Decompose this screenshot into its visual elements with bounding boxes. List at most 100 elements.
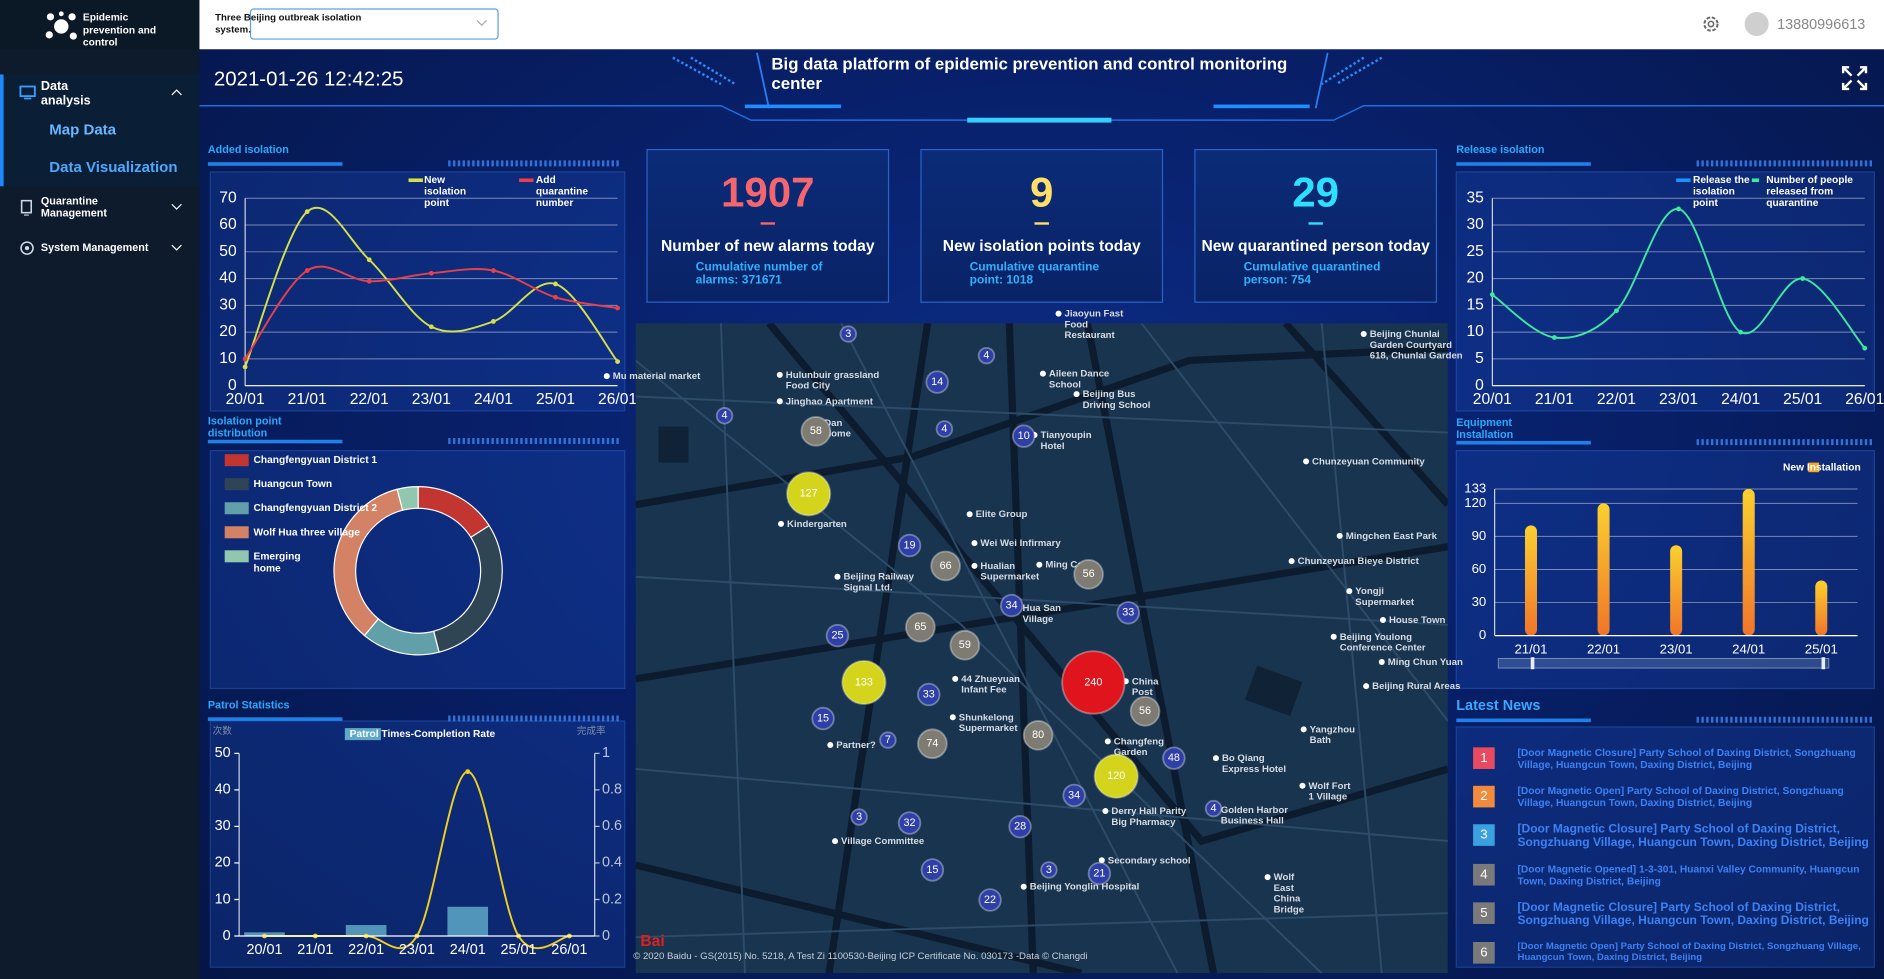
map[interactable] xyxy=(635,323,1448,974)
news-item[interactable]: 4 [Door Magnetic Opened] 1-3-301, Huanxi … xyxy=(1473,863,1870,899)
cluster xyxy=(1040,861,1058,879)
news-number: 2 xyxy=(1473,785,1495,808)
y2-tick-label: 0 xyxy=(602,928,610,944)
x-tick-label: 22/01 xyxy=(1587,642,1620,657)
cluster xyxy=(839,325,857,343)
x-tick-label: 25/01 xyxy=(1783,391,1822,408)
settings-icon[interactable] xyxy=(1701,14,1720,33)
legend-label: Huangcun Town xyxy=(254,479,333,490)
place-label: China Post xyxy=(1132,676,1161,698)
road xyxy=(840,323,1179,974)
submenu-item[interactable]: Map Data xyxy=(49,121,117,139)
x-tick-label: 20/01 xyxy=(1473,391,1512,408)
legend-label: Changfengyuan District 2 xyxy=(254,503,378,514)
place-marker xyxy=(1303,458,1310,465)
menu-item[interactable]: Quarantine Management xyxy=(40,194,107,219)
place-label: Bo Qiang Express Hotel xyxy=(1222,753,1286,775)
news-item[interactable]: 6 [Door Magnetic Open] Party School of Da… xyxy=(1473,941,1870,977)
x-tick-label: 25/01 xyxy=(1805,642,1838,657)
stat-card: 1907 Number of new alarms today Cumulati… xyxy=(646,148,890,303)
fullscreen-icon[interactable] xyxy=(1841,66,1868,91)
x-tick-label: 21/01 xyxy=(1535,391,1574,408)
logo-icon xyxy=(45,11,77,40)
menu-open-block xyxy=(0,74,200,187)
submenu-item[interactable]: Data Visualization xyxy=(49,158,178,176)
stat-dash xyxy=(1034,222,1049,225)
panel-background xyxy=(209,720,626,968)
panel: Added isolation 0 10 20 30 40 50 60 70 20/01 21/01… xyxy=(207,144,637,412)
cluster xyxy=(917,682,941,707)
news-item[interactable]: 3 [Door Magnetic Closure] Party School of… xyxy=(1473,823,1870,859)
cluster-count: 15 xyxy=(817,712,829,724)
page-title: Big data platform of epidemic prevention… xyxy=(771,54,1288,93)
place-marker xyxy=(1336,532,1343,539)
cluster-count: 28 xyxy=(1014,821,1026,833)
place-label: Jiaoyun Fast Food Restaurant xyxy=(1065,308,1126,341)
y-tick-label: 0 xyxy=(223,928,231,944)
system-select[interactable] xyxy=(249,8,499,40)
place-marker xyxy=(777,520,784,527)
y-tick-label: 0 xyxy=(1479,627,1486,642)
x-tick-label: 23/01 xyxy=(399,942,435,958)
place-marker xyxy=(1363,683,1370,690)
legend-swatch xyxy=(1751,178,1760,183)
panel-title: Release isolation xyxy=(1456,144,1544,156)
cluster-count: 4 xyxy=(983,350,989,362)
cluster xyxy=(999,593,1024,618)
cluster xyxy=(1011,424,1036,448)
place-marker xyxy=(1098,857,1105,864)
cluster-count: 14 xyxy=(931,376,943,388)
point xyxy=(366,278,372,284)
y-tick-label: 10 xyxy=(1467,323,1485,340)
stat-value: 29 xyxy=(1292,169,1340,217)
cluster xyxy=(879,731,897,749)
stat-value: 9 xyxy=(1030,169,1054,217)
title-bar xyxy=(207,162,343,166)
cluster-count: 3 xyxy=(856,811,862,823)
y-tick-label: 30 xyxy=(219,296,237,313)
road xyxy=(635,861,1083,974)
cluster-count: 133 xyxy=(855,676,873,688)
menu-item[interactable]: System Management xyxy=(40,241,149,254)
news-item[interactable]: 1 [Door Magnetic Closure] Party School of… xyxy=(1473,746,1870,782)
place-label: Aileen Dance School xyxy=(1049,368,1112,390)
point xyxy=(304,268,310,273)
cluster xyxy=(800,416,832,447)
news-text: [Door Magnetic Closure] Party School of … xyxy=(1517,823,1869,850)
y2-tick-label: 0.4 xyxy=(602,855,622,871)
user-name[interactable]: 13880996613 xyxy=(1777,15,1866,33)
place-label: Chunzeyuan Community xyxy=(1312,456,1425,467)
cluster-count: 65 xyxy=(914,621,926,633)
place-label: Beijing Yonglin Hospital xyxy=(1030,881,1140,892)
cluster xyxy=(825,623,850,648)
cluster xyxy=(1073,559,1104,590)
avatar[interactable] xyxy=(1744,12,1769,37)
place-label: Beijing Railway Signal Ltd. xyxy=(843,571,916,593)
chevron xyxy=(171,244,182,251)
news-item[interactable]: 2 [Door Magnetic Open] Party School of Da… xyxy=(1473,785,1870,821)
road xyxy=(635,344,1448,509)
place-label: Shunkelong Supermarket xyxy=(959,712,1019,734)
zoom-slider xyxy=(1497,657,1830,669)
road xyxy=(1320,323,1383,974)
place-label: Beijing Youlong Conference Center xyxy=(1340,631,1426,653)
panel: Patrol Statistics 0 10 20 30 40 50 0 0.2 0.4 0.6 0.… xyxy=(207,699,626,968)
place-marker xyxy=(949,714,956,721)
stat-label: New isolation points today xyxy=(942,236,1141,255)
place-marker xyxy=(1039,370,1046,377)
header-decoration xyxy=(199,52,1884,123)
road xyxy=(1140,323,1448,722)
cluster xyxy=(905,611,936,643)
news-item[interactable]: 5 [Door Magnetic Closure] Party School of… xyxy=(1473,901,1870,937)
place-marker xyxy=(776,371,783,378)
y2-tick-label: 0.2 xyxy=(602,891,622,907)
system-select-text: Three Beijing outbreak isolation system. xyxy=(215,12,362,35)
panel-title: Equipment Installation xyxy=(1456,417,1515,441)
stat-value: 1907 xyxy=(720,169,815,217)
place-label: Ming Cell xyxy=(1045,559,1088,570)
menu-item[interactable]: Data analysis xyxy=(40,79,91,109)
y2-axis-name: 完成率 xyxy=(577,725,606,737)
y-tick-label: 50 xyxy=(215,745,231,761)
